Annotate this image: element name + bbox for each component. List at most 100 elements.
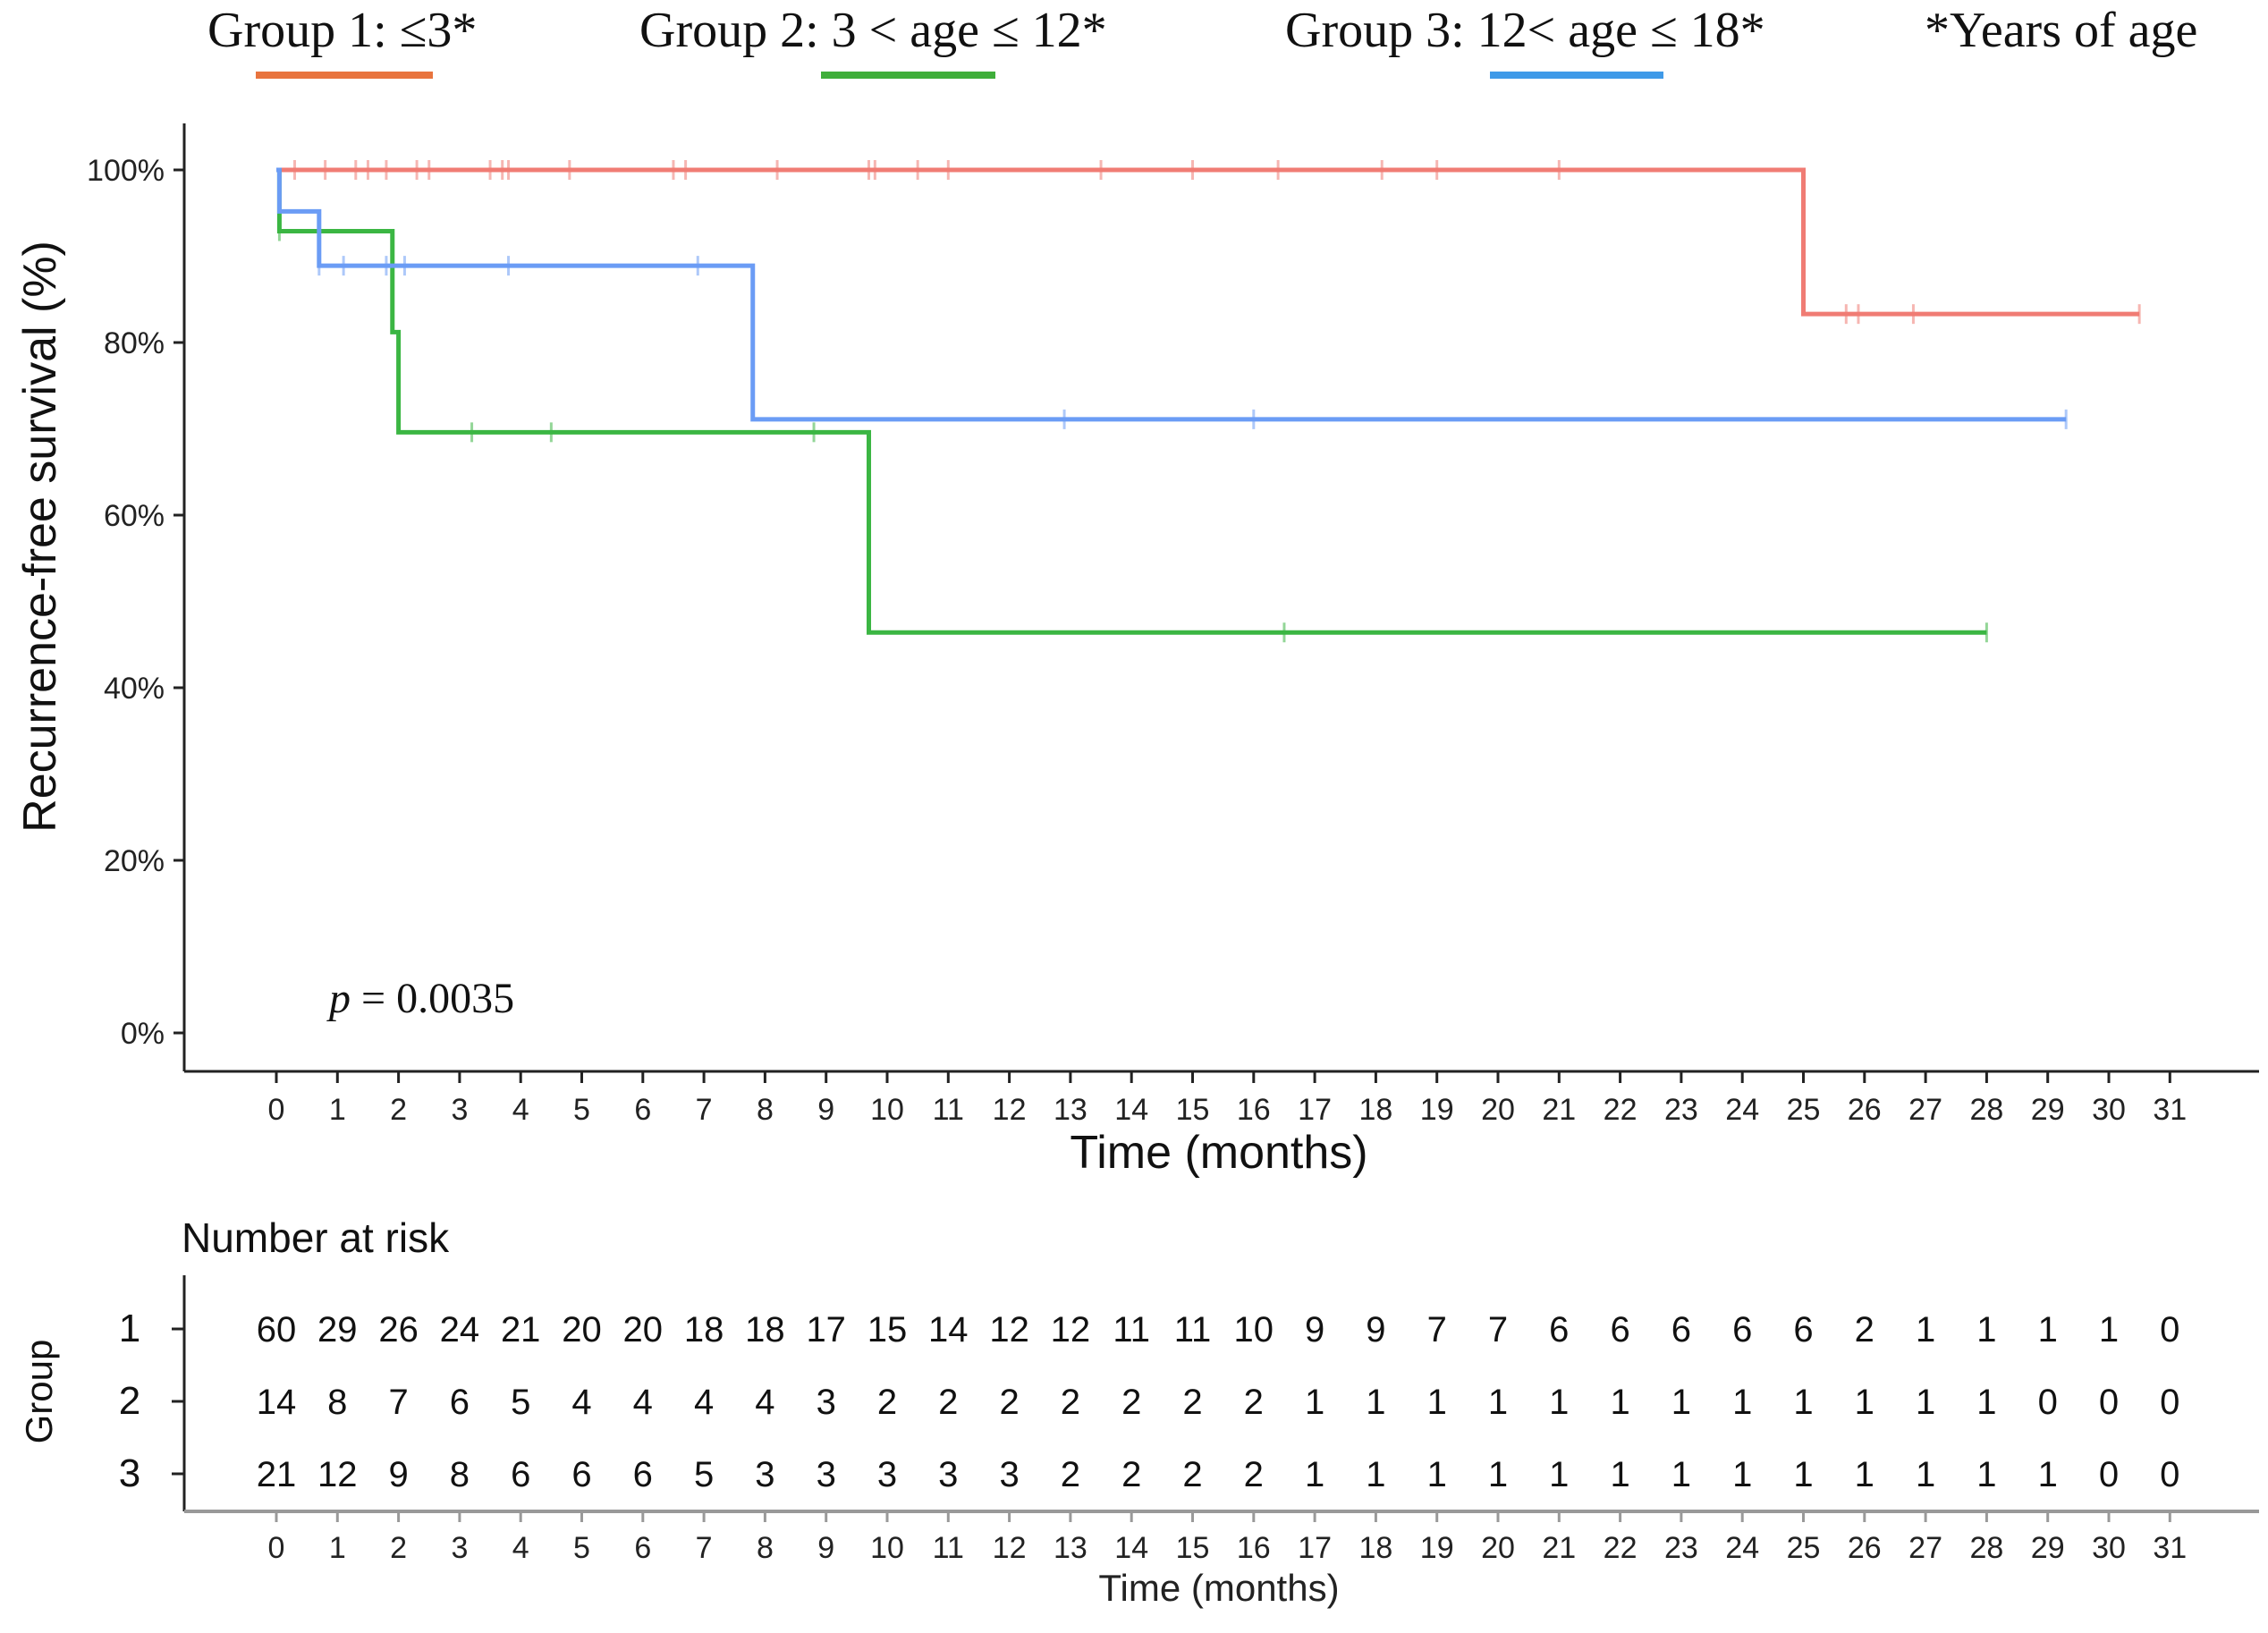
risk-x-tick-label: 6 bbox=[634, 1531, 651, 1565]
risk-count-cell: 2 bbox=[1182, 1383, 1202, 1422]
x-tick-label: 28 bbox=[1969, 1093, 2003, 1127]
legend-group2-label: Group 2: 3 < age ≤ 12* bbox=[639, 3, 1107, 58]
risk-count-cell: 3 bbox=[938, 1455, 958, 1494]
risk-count-cell: 1 bbox=[1549, 1383, 1569, 1422]
x-tick-label: 22 bbox=[1604, 1093, 1638, 1127]
risk-count-cell: 6 bbox=[633, 1455, 653, 1494]
risk-count-cell: 1 bbox=[1976, 1455, 1996, 1494]
risk-count-cell: 1 bbox=[1610, 1455, 1629, 1494]
risk-x-tick-label: 22 bbox=[1604, 1531, 1638, 1565]
x-tick-label: 24 bbox=[1725, 1093, 1759, 1127]
risk-count-cell: 7 bbox=[388, 1383, 408, 1422]
p-value-number: = 0.0035 bbox=[351, 975, 514, 1022]
risk-x-tick-label: 29 bbox=[2031, 1531, 2065, 1565]
x-tick-label: 3 bbox=[451, 1093, 468, 1127]
risk-count-cell: 1 bbox=[1305, 1383, 1324, 1422]
risk-count-cell: 8 bbox=[327, 1383, 347, 1422]
risk-x-tick-label: 28 bbox=[1969, 1531, 2003, 1565]
risk-count-cell: 12 bbox=[1051, 1310, 1091, 1350]
y-axis-title: Recurrence-free survival (%) bbox=[14, 241, 66, 833]
risk-count-cell: 24 bbox=[440, 1310, 480, 1350]
risk-count-cell: 3 bbox=[877, 1455, 897, 1494]
risk-count-cell: 10 bbox=[1234, 1310, 1274, 1350]
series-line-group1 bbox=[276, 167, 2140, 317]
risk-count-cell: 26 bbox=[378, 1310, 419, 1350]
risk-count-cell: 9 bbox=[1366, 1310, 1385, 1350]
risk-x-tick-label: 18 bbox=[1358, 1531, 1392, 1565]
risk-count-cell: 5 bbox=[511, 1383, 530, 1422]
risk-count-cell: 29 bbox=[317, 1310, 358, 1350]
risk-count-cell: 15 bbox=[867, 1310, 908, 1350]
x-tick-label: 29 bbox=[2031, 1093, 2065, 1127]
risk-count-cell: 2 bbox=[1121, 1455, 1141, 1494]
risk-x-tick-label: 3 bbox=[451, 1531, 468, 1565]
risk-count-cell: 0 bbox=[2160, 1455, 2179, 1494]
risk-count-cell: 0 bbox=[2099, 1455, 2119, 1494]
risk-count-cell: 1 bbox=[1488, 1455, 1508, 1494]
risk-x-tick-label: 14 bbox=[1114, 1531, 1148, 1565]
risk-count-cell: 9 bbox=[1305, 1310, 1324, 1350]
x-tick-label: 23 bbox=[1664, 1093, 1698, 1127]
y-tick-label: 20% bbox=[104, 844, 165, 878]
risk-count-cell: 18 bbox=[684, 1310, 724, 1350]
x-tick-label: 16 bbox=[1237, 1093, 1271, 1127]
x-tick-label: 9 bbox=[817, 1093, 834, 1127]
risk-x-tick-label: 31 bbox=[2153, 1531, 2187, 1565]
risk-count-cell: 3 bbox=[817, 1455, 836, 1494]
risk-count-cell: 1 bbox=[2099, 1310, 2119, 1350]
risk-count-cell: 6 bbox=[1671, 1310, 1691, 1350]
risk-count-cell: 0 bbox=[2160, 1310, 2179, 1350]
risk-count-cell: 1 bbox=[1427, 1455, 1447, 1494]
x-tick-label: 26 bbox=[1848, 1093, 1882, 1127]
x-tick-label: 21 bbox=[1542, 1093, 1576, 1127]
x-tick-label: 6 bbox=[634, 1093, 651, 1127]
risk-count-cell: 4 bbox=[755, 1383, 774, 1422]
risk-count-cell: 1 bbox=[1916, 1383, 1935, 1422]
survival-curves bbox=[276, 160, 2141, 643]
x-tick-label: 13 bbox=[1054, 1093, 1087, 1127]
risk-x-tick-label: 23 bbox=[1664, 1531, 1698, 1565]
y-tick-label: 100% bbox=[87, 154, 165, 188]
risk-count-cell: 1 bbox=[1855, 1455, 1874, 1494]
risk-count-cell: 2 bbox=[999, 1383, 1019, 1422]
x-tick-label: 31 bbox=[2153, 1093, 2187, 1127]
risk-count-cell: 12 bbox=[989, 1310, 1029, 1350]
y-tick-label: 60% bbox=[104, 499, 165, 533]
risk-count-cell: 1 bbox=[1366, 1455, 1385, 1494]
legend: Group 1: ≤3* Group 2: 3 < age ≤ 12* Grou… bbox=[207, 3, 2197, 79]
risk-x-tick-label: 2 bbox=[390, 1531, 407, 1565]
p-value-text: p = 0.0035 bbox=[326, 975, 514, 1022]
risk-x-tick-label: 19 bbox=[1420, 1531, 1454, 1565]
risk-count-cell: 11 bbox=[1174, 1310, 1212, 1350]
risk-x-tick-label: 17 bbox=[1298, 1531, 1332, 1565]
plot-axes bbox=[182, 123, 2259, 1073]
risk-x-tick-label: 27 bbox=[1908, 1531, 1942, 1565]
p-value-annotation: p = 0.0035 bbox=[326, 975, 514, 1022]
risk-count-cell: 0 bbox=[2038, 1383, 2058, 1422]
risk-x-tick-label: 30 bbox=[2092, 1531, 2126, 1565]
risk-count-cell: 21 bbox=[501, 1310, 541, 1350]
x-tick-label: 20 bbox=[1481, 1093, 1515, 1127]
risk-count-cell: 20 bbox=[623, 1310, 664, 1350]
x-tick-label: 11 bbox=[933, 1093, 964, 1127]
legend-group1-label: Group 1: ≤3* bbox=[207, 3, 477, 58]
risk-count-cell: 11 bbox=[1113, 1310, 1150, 1350]
y-ticks: 0% 20% 40% 60% 80% 100% bbox=[87, 154, 184, 1051]
x-tick-label: 5 bbox=[573, 1093, 590, 1127]
risk-count-cell: 1 bbox=[2038, 1310, 2058, 1350]
risk-count-cell: 2 bbox=[1061, 1455, 1080, 1494]
risk-count-cell: 1 bbox=[1610, 1383, 1629, 1422]
risk-x-tick-label: 26 bbox=[1848, 1531, 1882, 1565]
risk-count-cell: 6 bbox=[1793, 1310, 1813, 1350]
legend-footnote: *Years of age bbox=[1925, 3, 2197, 58]
risk-count-cell: 60 bbox=[257, 1310, 297, 1350]
x-tick-label: 30 bbox=[2092, 1093, 2126, 1127]
y-tick-label: 80% bbox=[104, 326, 165, 360]
risk-count-cell: 6 bbox=[571, 1455, 591, 1494]
x-tick-label: 7 bbox=[696, 1093, 713, 1127]
risk-x-tick-label: 9 bbox=[817, 1531, 834, 1565]
risk-count-cell: 14 bbox=[257, 1383, 297, 1422]
risk-x-tick-label: 13 bbox=[1054, 1531, 1087, 1565]
risk-count-cell: 4 bbox=[694, 1383, 714, 1422]
risk-count-cell: 1 bbox=[1488, 1383, 1508, 1422]
